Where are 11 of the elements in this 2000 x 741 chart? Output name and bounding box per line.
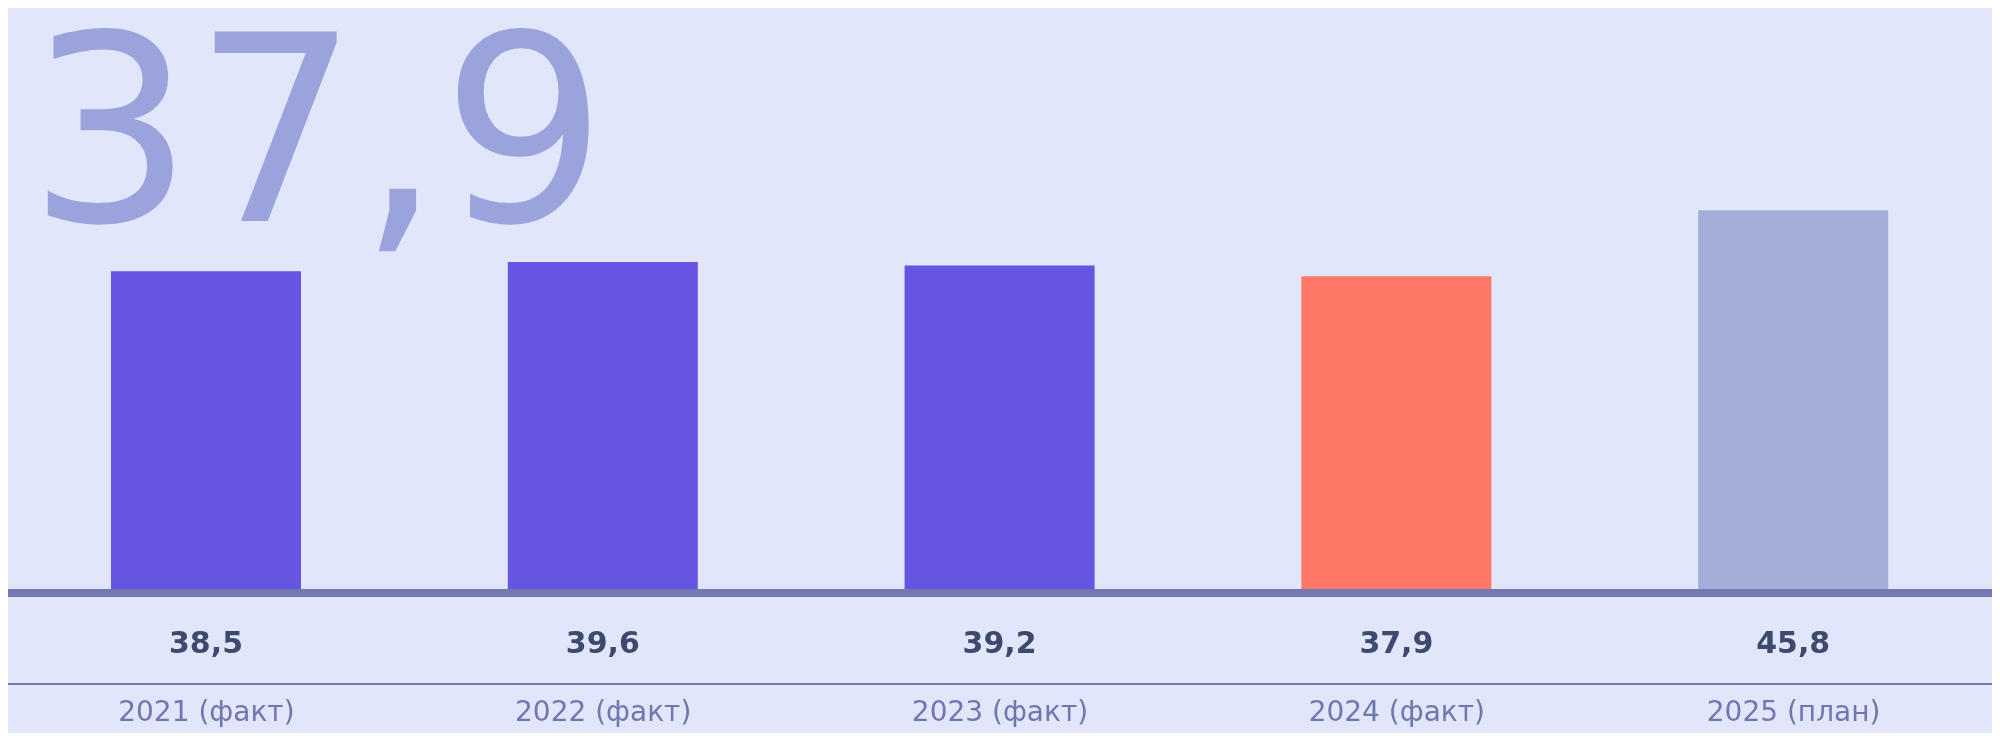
x-tick-label: 2023 (факт) xyxy=(911,694,1089,728)
data-label: 39,2 xyxy=(962,625,1037,660)
data-label: 39,6 xyxy=(565,625,640,660)
x-tick-label: 2024 (факт) xyxy=(1308,694,1485,728)
x-tick-label: 2021 (факт) xyxy=(118,694,295,728)
data-label: 37,9 xyxy=(1359,625,1434,660)
data-label: 38,5 xyxy=(168,625,244,660)
data-label: 45,8 xyxy=(1756,625,1831,660)
x-tick-label: 2022 (факт) xyxy=(515,694,692,728)
x-tick-label: 2025 (план) xyxy=(1706,694,1881,728)
annotation: 37,9 xyxy=(28,7,607,282)
